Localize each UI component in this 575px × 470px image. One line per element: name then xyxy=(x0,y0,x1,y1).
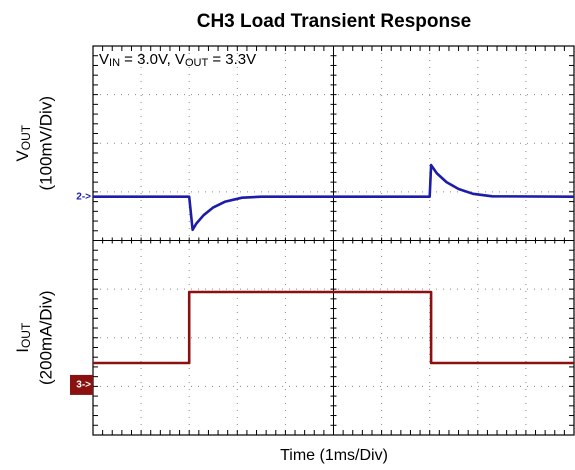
annotation-subscript: IN xyxy=(109,57,120,69)
annotation-text: = 3.3V xyxy=(208,51,256,68)
y-axis-symbol-main: V xyxy=(13,150,32,162)
waveform xyxy=(93,290,574,365)
y-axis-symbol-subscript: OUT xyxy=(19,322,33,348)
y-axis-symbol: IOUT xyxy=(13,322,33,353)
annotation-text: V xyxy=(99,51,109,68)
y-axis-scale: (100mV/Div) xyxy=(36,96,55,190)
channel-marker: 2-> xyxy=(76,191,91,202)
y-axis-label: VOUT (100mV/Div) xyxy=(13,96,55,190)
annotation-subscript: OUT xyxy=(185,57,209,69)
x-axis-label: Time (1ms/Div) xyxy=(280,447,388,464)
annotation-text: = 3.0V, V xyxy=(120,51,185,68)
waveform xyxy=(93,163,575,232)
channel-marker-box xyxy=(70,374,93,395)
y-axis-symbol-subscript: OUT xyxy=(19,124,33,150)
channel-marker: 3-> xyxy=(76,380,91,391)
y-axis-symbol-main: I xyxy=(13,348,32,353)
y-axis-scale: (200mA/Div) xyxy=(36,291,55,385)
plot-border xyxy=(92,45,575,436)
chart-title: CH3 Load Transient Response xyxy=(197,11,472,32)
y-axis-symbol: VOUT xyxy=(13,124,33,161)
y-axis-label: IOUT (200mA/Div) xyxy=(13,291,55,385)
annotation: VIN = 3.0V, VOUT = 3.3V xyxy=(99,51,256,69)
